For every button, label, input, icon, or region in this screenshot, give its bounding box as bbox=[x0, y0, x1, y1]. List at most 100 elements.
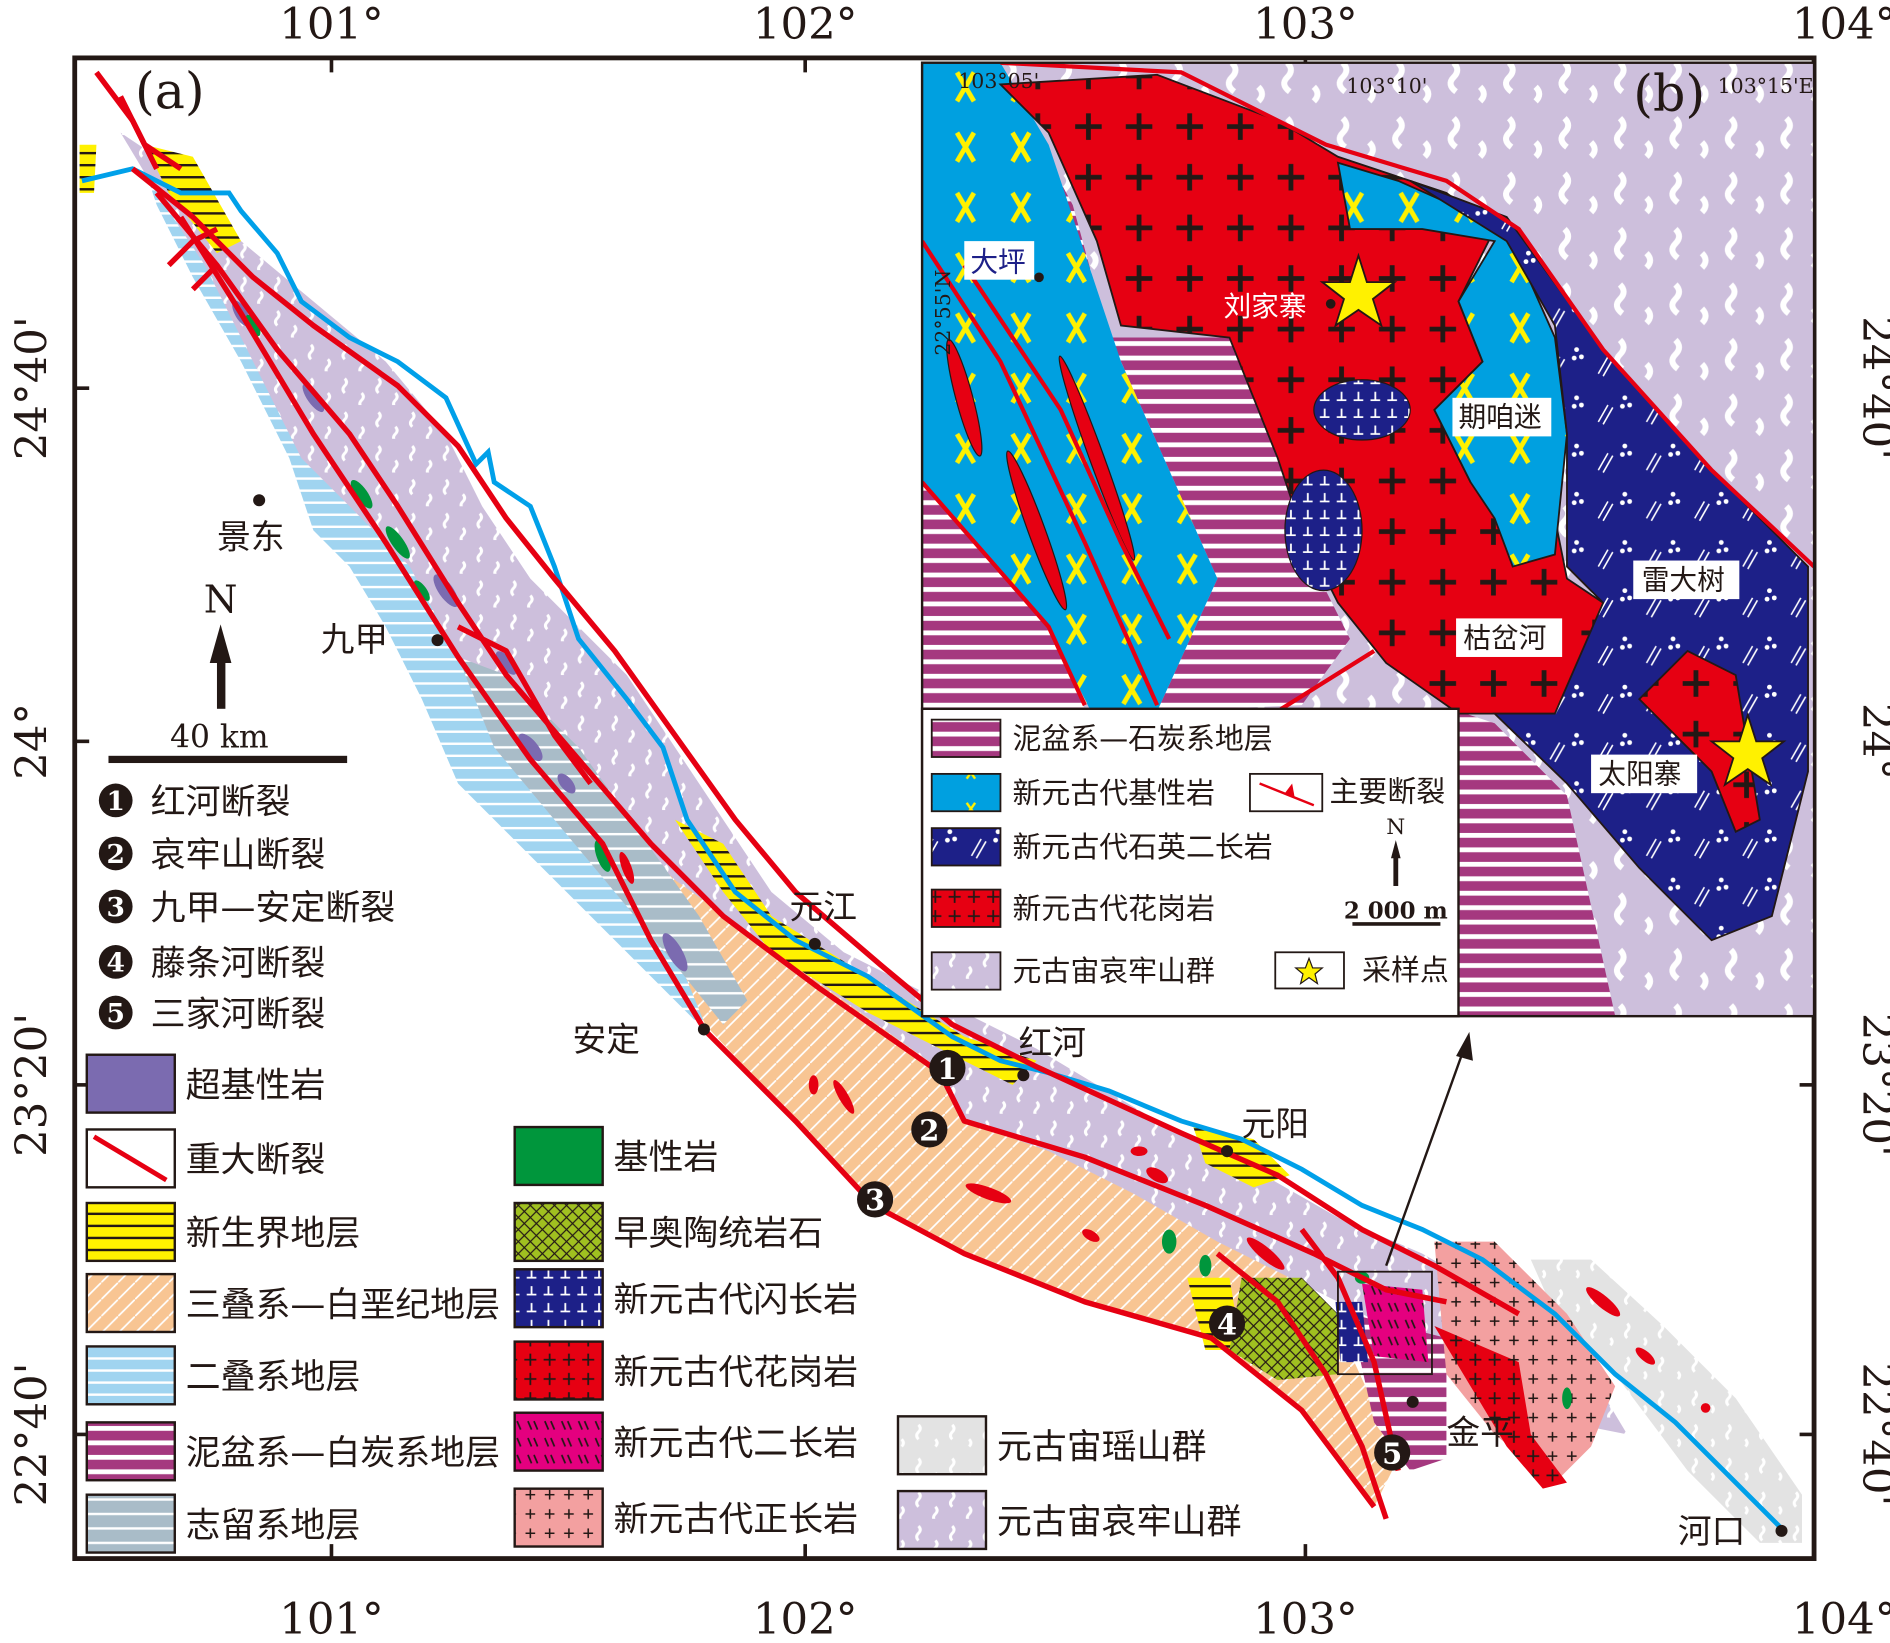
inset-unit-granite bbox=[1638, 649, 1761, 833]
unit-neoproterozoic-monzonite bbox=[1362, 1283, 1429, 1363]
inset-legend-item-granite: 新元古代花岗岩 bbox=[930, 888, 1215, 928]
inset-legend-item-ailaoshan: 元古宙哀牢山群 bbox=[930, 951, 1215, 991]
svg-text:4: 4 bbox=[106, 948, 124, 979]
legend-label: 三叠系—白垩纪地层 bbox=[186, 1285, 500, 1325]
unit-cenozoic bbox=[79, 144, 97, 193]
inset-unit-quartz-monzonite bbox=[1313, 379, 1411, 441]
legend-swatch bbox=[896, 1415, 988, 1476]
inset-legend-sample: 采样点 bbox=[1274, 951, 1449, 990]
place-jingdong: 景东 bbox=[217, 517, 285, 556]
svg-text:2 000 m: 2 000 m bbox=[1344, 898, 1448, 925]
fault-line-icon bbox=[92, 1134, 168, 1183]
place-daping: 大坪 bbox=[970, 245, 1025, 278]
fault-marker-5: 5 bbox=[1374, 1434, 1411, 1471]
legend-label: 泥盆系—白炭系地层 bbox=[186, 1434, 500, 1474]
lat-tick-left: 24° bbox=[7, 703, 57, 780]
lon-tick-top: 102° bbox=[753, 0, 857, 50]
north-arrow: N bbox=[204, 577, 237, 709]
lat-tick-right: 24°40' bbox=[1852, 316, 1890, 460]
svg-text:3: 3 bbox=[106, 892, 124, 923]
legend-label: 泥盆系—石炭系地层 bbox=[1013, 722, 1273, 756]
main-map-tick-labels: 101° 102° 103° 104° 101° 102° 103° 104° … bbox=[7, 0, 1890, 1643]
legend-item-monzonite: 新元古代二长岩 bbox=[513, 1411, 859, 1472]
legend-label: 志留系地层 bbox=[186, 1506, 361, 1546]
legend-swatch bbox=[513, 1268, 604, 1329]
inset-unit-devonian bbox=[1458, 711, 1616, 1017]
lon-tick-top: 104° bbox=[1792, 0, 1890, 50]
lon-tick-bottom: 102° bbox=[753, 1594, 857, 1643]
inset-legend-item-qmonz: 新元古代石英二长岩 bbox=[930, 827, 1273, 867]
place-jiujia: 九甲 bbox=[321, 620, 389, 659]
fault-number-icon bbox=[98, 945, 133, 979]
legend-item-basic: 基性岩 bbox=[513, 1125, 718, 1187]
legend-item-diorite: 新元古代闪长岩 bbox=[513, 1268, 858, 1329]
inset-lon-tick: 103°10' bbox=[1346, 74, 1427, 98]
svg-text:5: 5 bbox=[106, 998, 124, 1029]
lon-tick-bottom: 104° bbox=[1792, 1594, 1890, 1643]
legend-label: 早奥陶统岩石 bbox=[614, 1214, 824, 1254]
inset-lat-tick: 22°55'N bbox=[931, 270, 955, 356]
fault-number-icon bbox=[98, 995, 133, 1030]
legend-swatch bbox=[896, 1489, 988, 1551]
lon-tick-bottom: 101° bbox=[279, 1594, 383, 1643]
svg-text:5: 5 bbox=[1382, 1436, 1402, 1470]
place-liujiazhai: 刘家寨 bbox=[1223, 290, 1306, 323]
panel-a-label: (a) bbox=[135, 62, 205, 121]
unit-neoproterozoic-diorite bbox=[1335, 1301, 1369, 1363]
legend-item-cenozoic: 新生界地层 bbox=[85, 1201, 361, 1263]
place-hekou: 河口 bbox=[1678, 1512, 1746, 1551]
lon-tick-bottom: 103° bbox=[1253, 1594, 1357, 1643]
inset-unit-devonian bbox=[1030, 126, 1350, 712]
lat-tick-right: 24° bbox=[1852, 703, 1890, 780]
lon-tick-top: 101° bbox=[279, 0, 383, 50]
legend-label: 新元古代二长岩 bbox=[614, 1424, 859, 1464]
svg-text:2: 2 bbox=[919, 1113, 939, 1147]
unit-triassic-cretaceous bbox=[458, 656, 1399, 1507]
unit-neoproterozoic-granite bbox=[1434, 1325, 1567, 1489]
lat-tick-right: 23°20' bbox=[1852, 1013, 1890, 1157]
fault-legend-label: 哀牢山断裂 bbox=[151, 836, 326, 876]
legend-item-triassic: 三叠系—白垩纪地层 bbox=[85, 1272, 500, 1334]
place-dots bbox=[253, 494, 1788, 1537]
legend-swatch bbox=[930, 827, 1002, 867]
fault-marker-2: 2 bbox=[911, 1111, 948, 1148]
svg-text:1: 1 bbox=[937, 1052, 957, 1086]
inset-red-dikes bbox=[946, 338, 1136, 611]
svg-text:4: 4 bbox=[1217, 1307, 1237, 1341]
legend-swatch bbox=[513, 1125, 604, 1187]
legend-item-ailaoshan: 元古宙哀牢山群 bbox=[896, 1489, 1241, 1551]
legend-item-silurian: 志留系地层 bbox=[85, 1493, 361, 1554]
unit-neoproterozoic-syenite bbox=[1434, 1241, 1616, 1483]
lat-tick-left: 23°20' bbox=[7, 1013, 57, 1157]
granite-lenses bbox=[619, 851, 1711, 1413]
major-faults bbox=[94, 70, 1521, 1520]
legend-item-granite: 新元古代花岗岩 bbox=[513, 1340, 859, 1401]
fault-marker-4: 4 bbox=[1208, 1305, 1246, 1342]
inset-legend-box bbox=[920, 707, 1460, 1018]
legend-label: 新元古代花岗岩 bbox=[614, 1353, 859, 1393]
legend-swatch bbox=[85, 1053, 176, 1114]
legend-swatch bbox=[85, 1201, 176, 1263]
inset-north-arrow: N bbox=[1386, 815, 1405, 886]
inset-legend-item-devonian: 泥盆系—石炭系地层 bbox=[930, 718, 1273, 758]
legend-swatch bbox=[930, 951, 1002, 991]
legend-item-ultrabasic: 超基性岩 bbox=[85, 1053, 325, 1114]
sample-star-icon bbox=[1319, 252, 1398, 328]
legend-item-ordovician: 早奥陶统岩石 bbox=[513, 1201, 824, 1263]
legend-swatch bbox=[85, 1421, 176, 1482]
legend-label: 新元古代基性岩 bbox=[1013, 776, 1215, 810]
place-kuchahe: 枯岔河 bbox=[1463, 621, 1546, 654]
lat-tick-left: 22°40' bbox=[7, 1362, 57, 1506]
inset-legend-fault: 主要断裂 bbox=[1249, 772, 1445, 813]
inset-pointer-arrow bbox=[1385, 1031, 1473, 1267]
main-map-geology bbox=[79, 70, 1803, 1543]
fault-legend-label: 红河断裂 bbox=[151, 783, 291, 823]
fault-legend-label: 三家河断裂 bbox=[151, 995, 326, 1035]
place-anding: 安定 bbox=[573, 1020, 641, 1059]
place-yuanyang: 元阳 bbox=[1242, 1104, 1310, 1143]
legend-label: 新生界地层 bbox=[186, 1214, 361, 1254]
main-legend: 超基性岩重大断裂新生界地层三叠系—白垩纪地层二叠系地层泥盆系—白炭系地层志留系地… bbox=[85, 1053, 1241, 1554]
legend-swatch bbox=[930, 772, 1002, 813]
